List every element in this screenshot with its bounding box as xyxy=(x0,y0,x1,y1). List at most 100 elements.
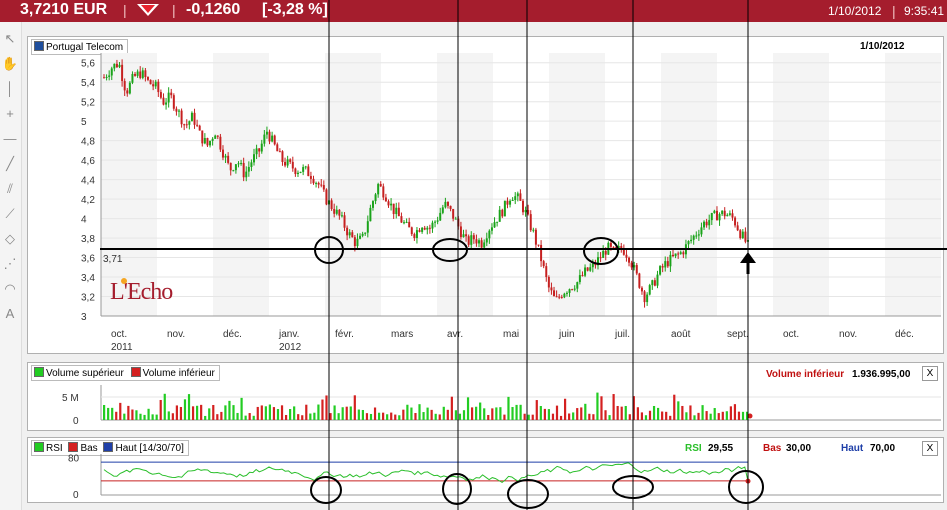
volume-bar xyxy=(252,415,255,420)
volume-bar xyxy=(511,407,514,420)
candle-body xyxy=(224,155,227,158)
rectangle-icon[interactable]: ◇ xyxy=(5,231,15,246)
parallel-lines-icon[interactable]: ⫽ xyxy=(7,181,13,196)
volume-bar xyxy=(535,400,538,420)
candle-body xyxy=(304,166,307,168)
volume-bar xyxy=(183,399,187,420)
candle-body xyxy=(638,273,641,288)
candle-body xyxy=(679,252,682,254)
down-arrow-icon xyxy=(137,4,159,16)
rsi-chart[interactable]: 80 0 xyxy=(28,438,945,504)
volume-bar xyxy=(665,411,668,420)
candle-body xyxy=(338,209,341,216)
candle-body xyxy=(736,225,739,231)
candle-body xyxy=(656,274,659,286)
candle-body xyxy=(190,112,193,122)
volume-bar xyxy=(297,414,300,420)
volume-bar xyxy=(163,393,166,420)
candle-body xyxy=(498,209,501,222)
month-band xyxy=(885,53,941,316)
trendline-icon[interactable]: ╱ xyxy=(6,156,14,171)
x-tick-label: mars xyxy=(391,329,413,340)
volume-bar xyxy=(559,415,563,420)
segment-icon[interactable]: ⟋ xyxy=(5,206,15,221)
candle-body xyxy=(113,63,116,69)
candle-body xyxy=(521,200,524,213)
horizontal-line-icon[interactable]: — xyxy=(3,131,17,146)
candle-body xyxy=(237,163,240,165)
volume-bar xyxy=(365,413,369,420)
candle-body xyxy=(514,196,517,201)
month-band xyxy=(101,53,157,316)
price-chart[interactable]: 5,6 5,4 5,2 5 4,8 4,6 4,4 4,2 4 3,8 3,6 3,4 3,2 3 oct.… xyxy=(28,37,945,355)
price-legend[interactable]: Portugal Telecom xyxy=(31,39,129,55)
candle-body xyxy=(229,162,232,171)
x-tick-label: avr. xyxy=(447,329,463,340)
candle-body xyxy=(703,221,706,228)
y-tick-label: 5 M xyxy=(62,393,79,404)
volume-bar xyxy=(236,412,239,420)
candle-body xyxy=(529,214,532,231)
candle-body xyxy=(684,244,687,255)
fan-icon[interactable]: ⋰ xyxy=(3,256,17,271)
volume-bar xyxy=(745,411,749,420)
volume-bar xyxy=(127,405,130,420)
candle-body xyxy=(149,79,152,85)
candle-body xyxy=(209,140,212,146)
volume-bar xyxy=(527,414,530,420)
candle-body xyxy=(105,76,108,78)
drawing-toolbar: ↖ ✋ │ + — ╱ ⫽ ⟋ ◇ ⋰ ◠ A xyxy=(0,22,22,510)
volume-bar xyxy=(187,394,191,420)
candle-body xyxy=(286,159,289,166)
volume-bar xyxy=(155,414,158,420)
candle-body xyxy=(573,288,576,290)
volume-bar xyxy=(394,414,397,420)
volume-bar xyxy=(648,410,652,420)
x-tick-label: nov. xyxy=(839,329,857,340)
volume-bar xyxy=(349,406,352,420)
candle-body xyxy=(563,293,566,298)
candle-body xyxy=(669,254,672,267)
close-volume-button[interactable]: X xyxy=(922,366,938,381)
candle-body xyxy=(405,221,408,223)
volume-chart[interactable]: 5 M 0 xyxy=(28,363,945,432)
crosshair-icon[interactable]: + xyxy=(6,106,14,121)
candle-body xyxy=(146,77,149,80)
volume-bar xyxy=(317,404,320,420)
hand-icon[interactable]: ✋ xyxy=(1,56,19,71)
volume-bar xyxy=(305,404,308,420)
volume-bar xyxy=(673,394,676,420)
candle-body xyxy=(609,242,612,247)
volume-bar xyxy=(422,412,425,420)
candle-body xyxy=(167,92,170,103)
candle-body xyxy=(260,143,263,152)
candle-body xyxy=(586,267,589,271)
pointer-icon[interactable]: ↖ xyxy=(4,31,16,46)
close-rsi-button[interactable]: X xyxy=(922,441,938,456)
volume-bar xyxy=(450,396,453,420)
volume-bar xyxy=(507,396,510,420)
candle-body xyxy=(537,244,540,246)
volume-bar xyxy=(115,411,118,420)
volume-bar xyxy=(733,404,737,420)
price-change-percent: [-3,28 %] xyxy=(262,1,328,18)
candle-body xyxy=(741,231,744,239)
volume-bar xyxy=(596,392,599,420)
candle-body xyxy=(273,135,276,145)
arc-icon[interactable]: ◠ xyxy=(4,281,16,296)
vertical-line-icon[interactable]: │ xyxy=(5,81,15,96)
text-icon[interactable]: A xyxy=(5,306,15,321)
candle-body xyxy=(602,250,605,258)
y-tick-label: 3,4 xyxy=(81,273,95,284)
separator: | xyxy=(172,2,176,18)
candle-body xyxy=(374,194,377,202)
volume-bar xyxy=(191,406,195,420)
candle-body xyxy=(384,197,387,202)
rsi-legend[interactable]: RSI Bas Haut [14/30/70] xyxy=(31,440,189,456)
rsi-last-marker xyxy=(745,478,751,484)
volume-bar xyxy=(438,414,441,420)
volume-legend[interactable]: Volume supérieur Volume inférieur xyxy=(31,365,220,381)
volume-bar xyxy=(466,397,470,420)
candle-body xyxy=(555,296,558,298)
x-tick-label: nov. xyxy=(167,329,185,340)
